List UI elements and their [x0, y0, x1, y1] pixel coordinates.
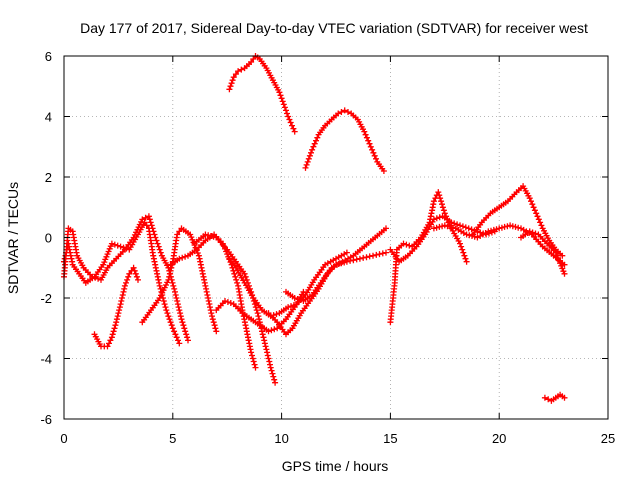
x-tick-label: 10	[274, 431, 288, 446]
chart-title: Day 177 of 2017, Sidereal Day-to-day VTE…	[80, 20, 588, 36]
x-tick-label: 25	[601, 431, 615, 446]
series-track-l	[302, 107, 387, 174]
x-tick-label: 5	[169, 431, 176, 446]
x-tick-label: 20	[492, 431, 506, 446]
series-track-c	[91, 264, 141, 350]
plus-markers	[518, 228, 568, 277]
y-tick-label: 6	[45, 49, 52, 64]
y-tick-label: -2	[40, 291, 52, 306]
plus-markers	[139, 225, 220, 335]
x-tick-label: 0	[60, 431, 67, 446]
series-track-k	[226, 53, 298, 135]
x-axis-label: GPS time / hours	[282, 458, 389, 474]
series-track-q	[518, 228, 568, 277]
series-track-p	[470, 183, 566, 259]
y-tick-label: -4	[40, 352, 52, 367]
plus-markers	[470, 183, 566, 259]
series-track-d	[139, 225, 220, 335]
plus-markers	[430, 222, 568, 268]
plus-markers	[91, 264, 141, 350]
series-track-g	[213, 288, 307, 335]
series-track-r	[541, 391, 568, 404]
x-tick-label: 15	[383, 431, 397, 446]
y-tick-label: 0	[45, 231, 52, 246]
series-track-n	[387, 213, 498, 265]
plus-markers	[283, 225, 389, 304]
y-tick-label: 4	[45, 110, 52, 125]
y-tick-label: -6	[40, 412, 52, 427]
axis-ticks: 0 5 10 15 20 25 -6 -4 -2 0 2 4 6	[40, 49, 615, 446]
series-track-o	[430, 222, 568, 268]
series-track-j	[283, 225, 389, 304]
plus-markers	[541, 391, 568, 404]
y-tick-label: 2	[45, 170, 52, 185]
y-axis-label: SDTVAR / TECUs	[5, 182, 21, 294]
plus-markers	[302, 107, 387, 174]
plus-markers	[226, 53, 298, 135]
plus-markers	[387, 213, 498, 265]
